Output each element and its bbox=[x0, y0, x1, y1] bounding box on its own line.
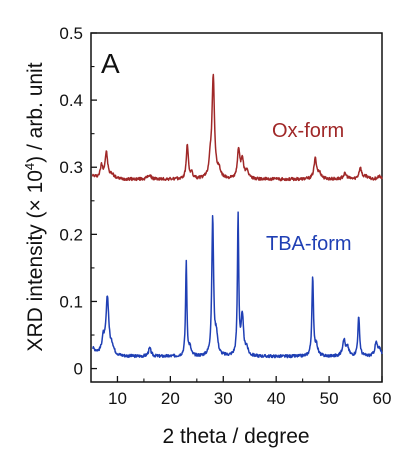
y-axis-title-main: XRD intensity (× 10 bbox=[24, 170, 47, 352]
x-tick-label: 50 bbox=[320, 389, 339, 408]
y-tick-label: 0.1 bbox=[59, 292, 83, 311]
x-tick-label: 30 bbox=[214, 389, 233, 408]
plot-frame bbox=[90, 32, 383, 383]
y-axis-title: XRD intensity (× 104) / arb. unit bbox=[22, 62, 47, 351]
y-tick-label: 0 bbox=[74, 360, 83, 379]
y-axis-title-exponent: 4 bbox=[22, 163, 37, 170]
series-line-ox-form bbox=[91, 73, 383, 182]
series-line-tba-form bbox=[92, 211, 383, 359]
x-tick-label: 20 bbox=[161, 389, 180, 408]
axis-ticks: 10 20 30 40 50 60 0 0.1 0.2 0.3 0.4 0.5 bbox=[59, 24, 391, 408]
panel-label: A bbox=[101, 48, 120, 79]
y-tick-label: 0.5 bbox=[59, 24, 83, 43]
y-tick-label: 0.4 bbox=[59, 91, 83, 110]
series-layer bbox=[91, 73, 383, 359]
x-tick-label: 60 bbox=[373, 389, 392, 408]
x-tick-label: 10 bbox=[108, 389, 127, 408]
series-label-tba-form: TBA-form bbox=[266, 233, 352, 255]
y-tick-label: 0.2 bbox=[59, 225, 83, 244]
x-tick-label: 40 bbox=[267, 389, 286, 408]
series-label-ox-form: Ox-form bbox=[272, 120, 344, 142]
y-axis-title-tail: ) / arb. unit bbox=[24, 62, 47, 163]
y-tick-label: 0.3 bbox=[59, 158, 83, 177]
x-axis-title: 2 theta / degree bbox=[162, 425, 309, 448]
